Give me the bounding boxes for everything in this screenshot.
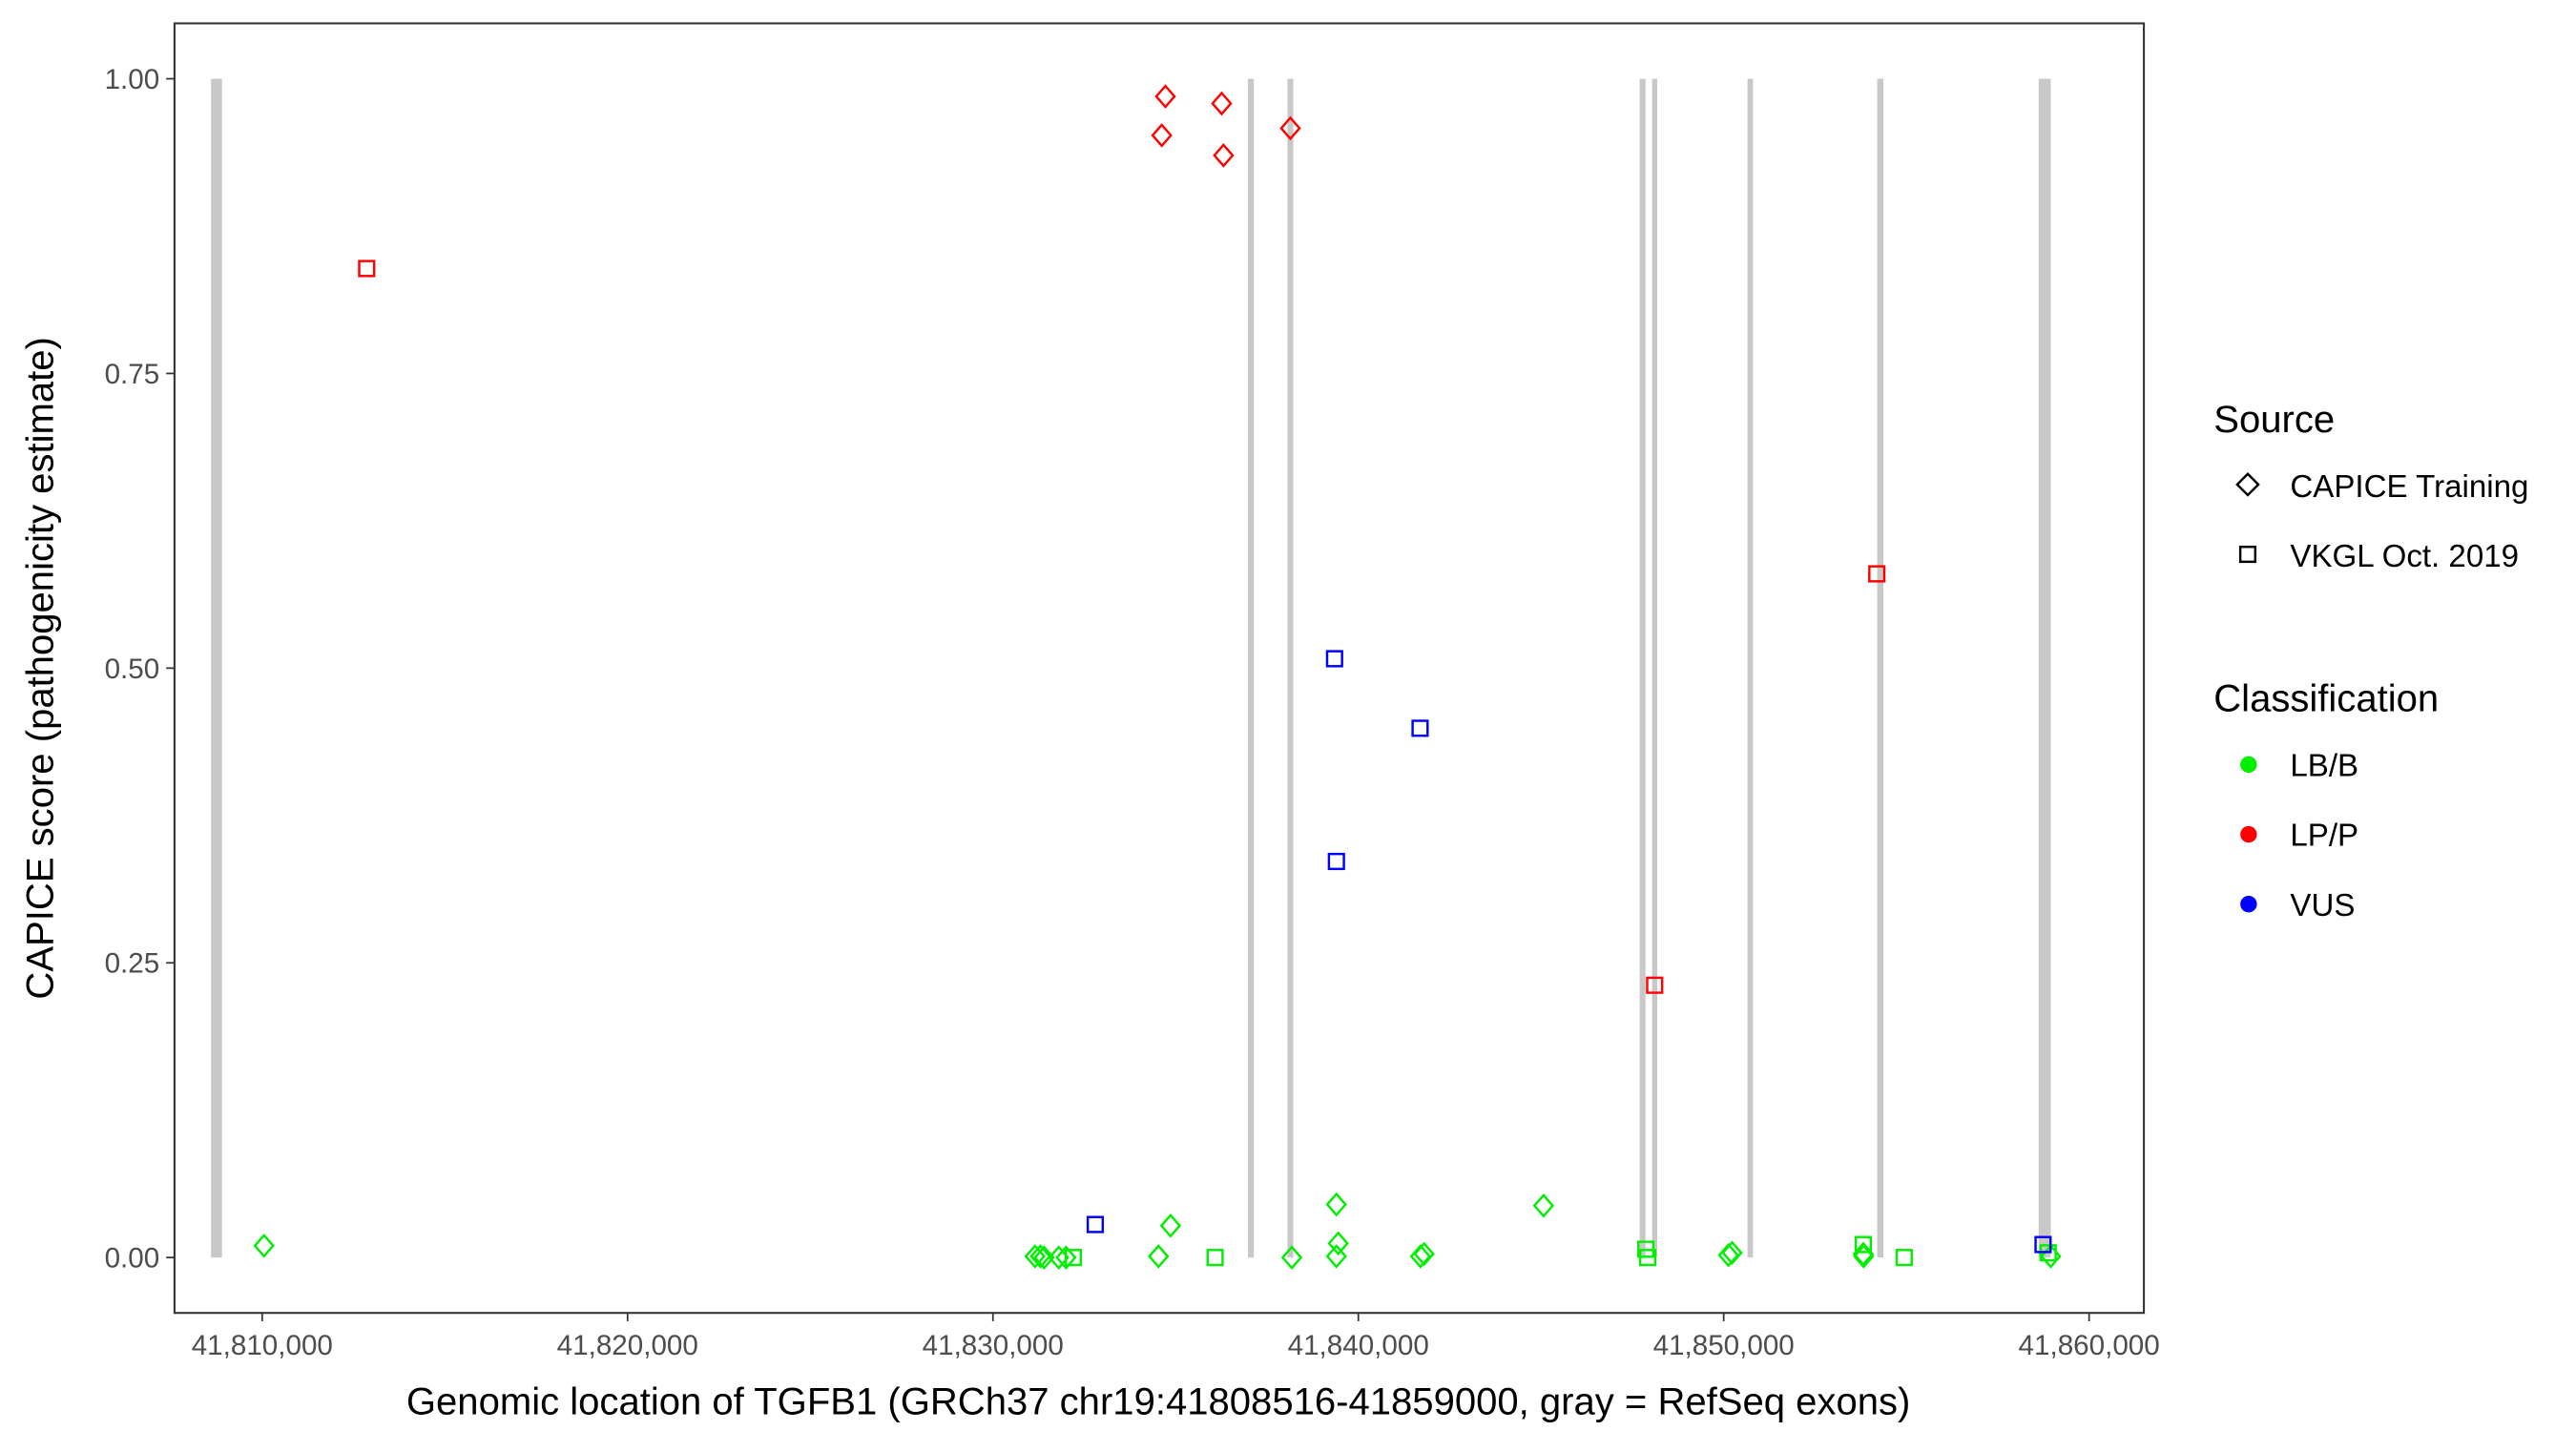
legend-class-lbb: LB/B [2290, 749, 2358, 784]
x-tick-label: 41,860,000 [2019, 1330, 2160, 1361]
data-point-diamond [1151, 123, 1173, 148]
square-icon [2238, 545, 2257, 564]
x-axis-label: Genomic location of TGFB1 (GRCh37 chr19:… [406, 1380, 1910, 1422]
data-point-square [1086, 1215, 1105, 1234]
legend-classification-title: Classification [2213, 678, 2439, 720]
data-point-diamond [1325, 1192, 1347, 1217]
y-tick-label: 0.00 [105, 1243, 160, 1275]
data-point-square [1325, 650, 1343, 668]
data-point-diamond [1325, 1244, 1347, 1269]
exon-bar [1639, 78, 1646, 1258]
legend-class-lpp: LP/P [2290, 819, 2358, 854]
points-layer [253, 84, 2062, 1270]
data-point-diamond [1717, 1242, 1739, 1268]
exon-bar [1287, 78, 1294, 1258]
data-point-square [1411, 719, 1429, 737]
data-point-square [358, 259, 376, 278]
x-tick-label: 41,840,000 [1288, 1330, 1429, 1361]
legend-dot-lpp [2240, 825, 2257, 843]
y-axis-label: CAPICE score (pathogenicity estimate) [20, 337, 62, 999]
data-point-diamond [253, 1233, 275, 1258]
exon-bar [1248, 78, 1255, 1258]
data-point-diamond [1327, 1231, 1349, 1256]
data-point-square [1868, 565, 1886, 583]
data-point-diamond [1211, 91, 1233, 116]
data-point-square [1895, 1249, 1913, 1267]
data-point-diamond [1532, 1192, 1555, 1218]
exons-layer [211, 78, 2051, 1258]
data-point-diamond [1409, 1244, 1432, 1269]
y-tick-label: 0.50 [105, 653, 160, 685]
exon-bar [1877, 78, 1884, 1258]
data-point-diamond [1280, 1245, 1303, 1270]
data-point-diamond [1055, 1245, 1077, 1270]
data-point-diamond [1279, 115, 1301, 141]
y-tick-label: 0.75 [105, 359, 160, 390]
x-tick-label: 41,820,000 [557, 1330, 698, 1361]
exon-bar [211, 78, 222, 1258]
data-point-diamond [1213, 143, 1235, 168]
legend-class-vus: VUS [2290, 888, 2355, 923]
data-point-diamond [1024, 1244, 1046, 1269]
exon-bar [2038, 78, 2051, 1258]
data-point-square [1327, 852, 1345, 871]
data-point-square [1646, 976, 1664, 994]
data-point-diamond [1148, 1244, 1170, 1269]
data-point-square [1064, 1249, 1083, 1267]
data-point-diamond [1154, 84, 1176, 109]
exon-bar [1652, 78, 1657, 1258]
data-point-diamond [1413, 1241, 1435, 1267]
legend: Source CAPICE Training VKGL Oct. 2019 Cl… [2213, 399, 2528, 923]
data-point-diamond [1033, 1245, 1055, 1270]
exon-bar [1747, 78, 1754, 1258]
x-tick-label: 41,850,000 [1653, 1330, 1795, 1361]
legend-dot-lbb [2240, 756, 2257, 774]
data-point-diamond [1852, 1241, 1875, 1267]
data-point-square [1638, 1249, 1657, 1267]
panel-border [173, 22, 2146, 1315]
x-axis: 41,810,000 41,820,000 41,830,000 41,840,000… [192, 1313, 2160, 1361]
data-point-square [2034, 1235, 2052, 1254]
legend-source-vkgl: VKGL Oct. 2019 [2290, 539, 2519, 574]
data-point-diamond [1159, 1213, 1182, 1238]
data-point-diamond [1721, 1240, 1743, 1266]
data-point-diamond [1029, 1244, 1051, 1269]
legend-source-title: Source [2213, 399, 2335, 441]
y-tick-label: 0.25 [105, 948, 160, 980]
diamond-icon [2235, 472, 2260, 497]
x-tick-label: 41,810,000 [192, 1330, 333, 1361]
y-axis: 0.00 0.25 0.50 0.75 1.00 [105, 64, 175, 1275]
x-tick-label: 41,830,000 [923, 1330, 1064, 1361]
data-point-square [1854, 1235, 1873, 1254]
y-tick-label: 1.00 [105, 64, 160, 95]
legend-dot-vus [2240, 896, 2257, 913]
data-point-diamond [1853, 1244, 1875, 1269]
data-point-square [1206, 1249, 1224, 1267]
legend-source-capice: CAPICE Training [2290, 469, 2528, 505]
